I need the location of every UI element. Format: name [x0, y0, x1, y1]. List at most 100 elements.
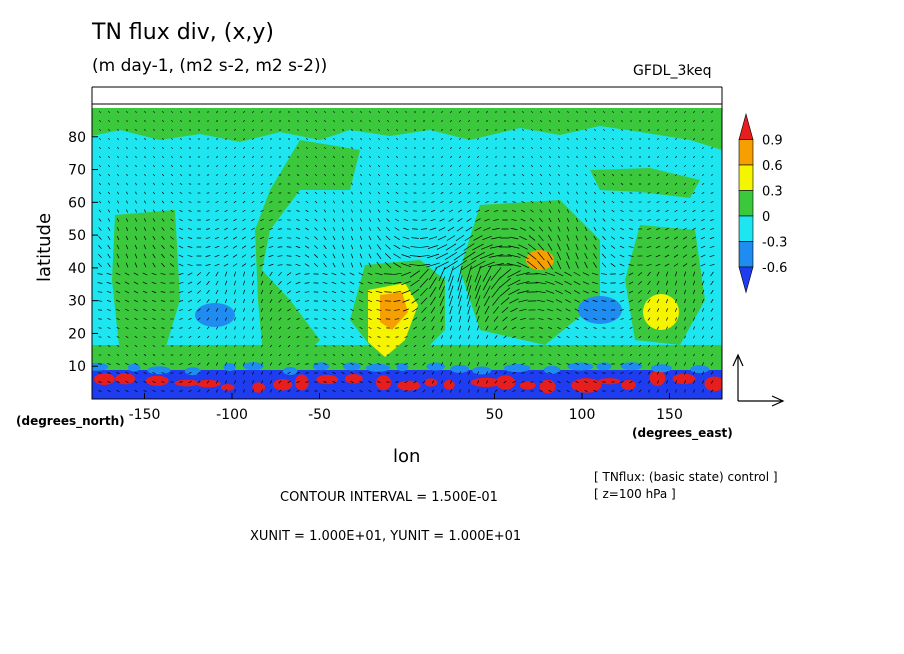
flux-vector	[250, 245, 256, 249]
flux-vector	[215, 219, 219, 221]
flux-vector	[170, 191, 174, 195]
flux-vector	[392, 262, 402, 268]
flux-vector	[584, 326, 588, 330]
flux-vector	[305, 120, 309, 122]
flux-vector	[350, 244, 354, 250]
flux-vector	[368, 345, 372, 347]
tropical-patch-blue	[503, 364, 531, 373]
flux-vector	[538, 327, 544, 329]
flux-vector	[387, 138, 389, 140]
flux-vector	[116, 244, 120, 250]
flux-vector	[97, 300, 103, 302]
flux-vector	[459, 380, 461, 384]
flux-vector	[134, 380, 138, 384]
flux-vector	[683, 236, 687, 240]
flux-vector	[585, 173, 587, 177]
flux-vector	[340, 272, 346, 276]
flux-vector	[332, 327, 336, 329]
flux-vector	[349, 281, 355, 285]
flux-vector	[162, 164, 164, 168]
flux-vector	[457, 218, 463, 222]
flux-vector	[549, 137, 551, 141]
flux-vector	[458, 191, 462, 195]
flux-vector	[611, 209, 615, 213]
flux-vector	[224, 147, 228, 149]
flux-vector	[558, 128, 560, 132]
flux-vector	[395, 111, 399, 113]
flux-vector	[701, 138, 705, 140]
flux-vector	[545, 281, 555, 285]
flux-vector	[665, 298, 669, 304]
flux-vector	[278, 281, 282, 285]
tropical-patch	[94, 373, 115, 385]
flux-vector	[387, 129, 389, 131]
flux-vector	[611, 182, 615, 186]
flux-vector	[585, 164, 587, 168]
flux-vector	[675, 344, 677, 348]
flux-vector	[665, 209, 669, 213]
flux-vector	[197, 326, 201, 330]
flux-vector	[359, 244, 363, 250]
flux-vector	[438, 266, 446, 282]
flux-vector	[251, 174, 255, 176]
flux-vector	[178, 236, 184, 240]
flux-vector	[359, 262, 363, 268]
flux-vector	[296, 165, 300, 167]
flux-vector	[585, 155, 587, 159]
flux-vector	[333, 155, 335, 159]
flux-vector	[206, 210, 210, 212]
x-tick-label: -100	[216, 407, 248, 423]
flux-vector	[629, 192, 633, 194]
flux-vector	[431, 120, 435, 122]
flux-vector	[467, 174, 471, 176]
flux-vector	[494, 335, 498, 339]
flux-vector	[152, 218, 156, 222]
flux-vector	[458, 209, 462, 213]
flux-vector	[611, 156, 615, 158]
flux-vector	[628, 264, 634, 266]
tropical-patch	[195, 379, 221, 388]
flux-vector	[594, 128, 596, 132]
flux-vector	[242, 156, 246, 158]
flux-vector	[188, 228, 192, 230]
flux-vector	[620, 381, 624, 383]
flux-vector	[593, 336, 597, 338]
flux-vector	[287, 326, 291, 330]
flux-vector	[638, 299, 642, 303]
flux-vector	[251, 147, 255, 149]
flux-vector	[314, 191, 318, 195]
flux-vector	[557, 354, 561, 356]
flux-vector	[332, 372, 336, 374]
tropical-patch-blue	[450, 364, 469, 373]
flux-vector	[187, 272, 193, 276]
flux-vector	[548, 381, 552, 383]
flux-vector	[98, 173, 102, 177]
flux-vector	[511, 219, 517, 221]
flux-vector	[431, 129, 435, 131]
flux-vector	[458, 174, 462, 176]
flux-vector	[520, 317, 526, 321]
flux-vector	[259, 263, 265, 267]
flux-vector	[603, 138, 605, 140]
flux-vector	[269, 147, 273, 149]
flux-vector	[278, 308, 282, 312]
flux-vector	[333, 110, 335, 114]
flux-vector	[526, 260, 538, 270]
flux-vector	[620, 227, 624, 231]
flux-vector	[666, 362, 668, 366]
flux-vector	[384, 253, 392, 259]
flux-vector	[675, 289, 677, 295]
flux-vector	[242, 111, 246, 113]
flux-vector	[440, 147, 444, 149]
flux-vector	[395, 327, 399, 329]
flux-vector	[574, 308, 580, 312]
tropical-patch-blue	[596, 362, 612, 371]
flux-vector	[305, 209, 309, 213]
flux-vector	[602, 200, 606, 204]
flux-vector	[107, 363, 111, 365]
flux-vector	[485, 183, 489, 185]
flux-vector	[476, 305, 480, 315]
flux-vector	[269, 174, 273, 176]
flux-vector	[684, 317, 686, 321]
flux-vector	[666, 389, 668, 393]
